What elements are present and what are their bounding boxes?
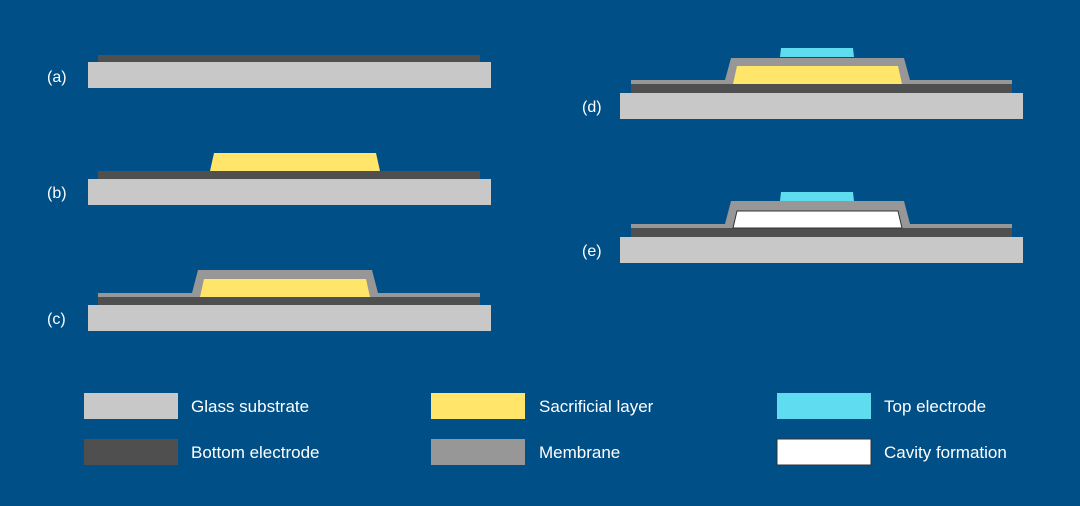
step-d: (d) bbox=[582, 48, 1023, 119]
step-c: (c) bbox=[47, 270, 491, 331]
glass-substrate bbox=[88, 179, 491, 205]
legend-swatch-top bbox=[777, 393, 871, 419]
bottom-electrode bbox=[98, 171, 480, 179]
step-b: (b) bbox=[47, 153, 491, 205]
legend-swatch-glass bbox=[84, 393, 178, 419]
step-e: (e) bbox=[582, 192, 1023, 263]
legend-label-cavity: Cavity formation bbox=[884, 443, 1007, 462]
glass-substrate bbox=[620, 237, 1023, 263]
glass-substrate bbox=[620, 93, 1023, 119]
legend-swatch-bottom bbox=[84, 439, 178, 465]
glass-substrate bbox=[88, 62, 491, 88]
sacrificial-layer bbox=[210, 153, 380, 171]
sacrificial-layer bbox=[200, 279, 370, 297]
bottom-electrode bbox=[98, 55, 480, 62]
step-a: (a) bbox=[47, 55, 491, 88]
step-label-c: (c) bbox=[47, 311, 66, 328]
top-electrode bbox=[780, 48, 854, 57]
legend: Glass substrate Bottom electrode Sacrifi… bbox=[84, 393, 1007, 466]
bottom-electrode bbox=[631, 84, 1012, 93]
bottom-electrode bbox=[98, 297, 480, 305]
legend-label-sacrificial: Sacrificial layer bbox=[539, 397, 654, 416]
bottom-electrode bbox=[631, 228, 1012, 237]
legend-label-glass: Glass substrate bbox=[191, 397, 309, 416]
legend-label-membrane: Membrane bbox=[539, 443, 620, 462]
legend-label-bottom: Bottom electrode bbox=[191, 443, 320, 462]
step-label-d: (d) bbox=[582, 99, 602, 116]
glass-substrate bbox=[88, 305, 491, 331]
sacrificial-layer bbox=[733, 66, 902, 84]
legend-swatch-membrane bbox=[431, 439, 525, 465]
cavity bbox=[732, 210, 903, 229]
step-label-b: (b) bbox=[47, 185, 67, 202]
top-electrode bbox=[780, 192, 854, 201]
legend-swatch-sacrificial bbox=[431, 393, 525, 419]
step-label-a: (a) bbox=[47, 69, 67, 86]
legend-swatch-cavity bbox=[776, 438, 872, 466]
step-label-e: (e) bbox=[582, 243, 602, 260]
legend-label-top: Top electrode bbox=[884, 397, 986, 416]
